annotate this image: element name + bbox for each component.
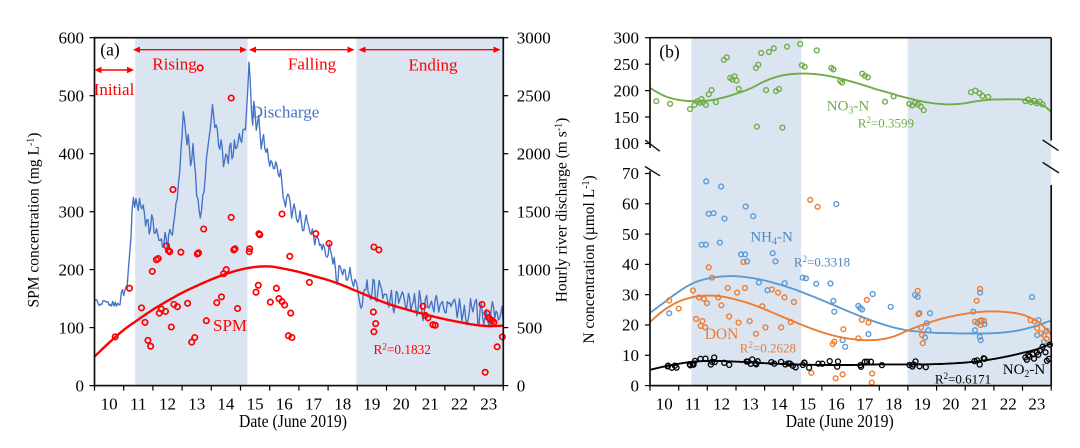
svg-text:40: 40 — [622, 255, 639, 274]
svg-text:20: 20 — [622, 316, 639, 335]
svg-text:600: 600 — [59, 28, 85, 47]
svg-text:23: 23 — [480, 395, 497, 414]
svg-text:50: 50 — [622, 225, 639, 244]
svg-text:21: 21 — [971, 395, 988, 414]
svg-text:NO3-N: NO3-N — [827, 99, 870, 117]
svg-text:19: 19 — [363, 395, 380, 414]
svg-text:Falling: Falling — [288, 55, 337, 74]
svg-text:150: 150 — [614, 108, 640, 127]
svg-text:14: 14 — [217, 395, 235, 414]
svg-text:11: 11 — [685, 395, 701, 414]
svg-text:500: 500 — [517, 318, 543, 337]
svg-text:R2=0.2628: R2=0.2628 — [740, 340, 796, 356]
svg-text:200: 200 — [59, 260, 85, 279]
svg-text:14: 14 — [771, 395, 789, 414]
svg-text:R2=0.3318: R2=0.3318 — [794, 254, 850, 270]
svg-text:20: 20 — [942, 395, 959, 414]
svg-text:15: 15 — [247, 395, 264, 414]
svg-text:NO2-N: NO2-N — [1003, 362, 1046, 380]
svg-text:Date (June 2019): Date (June 2019) — [239, 411, 347, 431]
svg-text:2500: 2500 — [517, 86, 551, 105]
svg-text:23: 23 — [1028, 395, 1045, 414]
svg-text:11: 11 — [130, 395, 146, 414]
svg-text:SPM: SPM — [213, 316, 247, 335]
svg-text:22: 22 — [1000, 395, 1017, 414]
svg-text:3000: 3000 — [517, 28, 551, 47]
svg-text:200: 200 — [614, 81, 640, 100]
svg-text:12: 12 — [713, 395, 730, 414]
svg-text:22: 22 — [451, 395, 468, 414]
svg-text:N concentration (µmol L-1): N concentration (µmol L-1) — [581, 175, 598, 343]
svg-text:500: 500 — [59, 86, 85, 105]
svg-text:Date (June 2019): Date (June 2019) — [786, 411, 894, 431]
svg-text:Initial: Initial — [94, 80, 135, 99]
svg-text:17: 17 — [305, 395, 323, 414]
svg-text:Hourly river discharge (m s-1: Hourly river discharge (m s-1) — [554, 118, 571, 303]
svg-text:R2=0.1832: R2=0.1832 — [374, 341, 431, 357]
svg-text:NH4-N: NH4-N — [750, 230, 793, 248]
svg-text:60: 60 — [622, 195, 639, 214]
svg-text:19: 19 — [914, 395, 931, 414]
svg-text:250: 250 — [614, 55, 640, 74]
svg-text:0: 0 — [76, 376, 85, 395]
svg-text:18: 18 — [334, 395, 351, 414]
svg-text:R2=0.6171: R2=0.6171 — [935, 371, 991, 387]
svg-text:20: 20 — [393, 395, 410, 414]
svg-text:R2=0.3599: R2=0.3599 — [858, 115, 914, 131]
svg-text:18: 18 — [885, 395, 902, 414]
svg-text:Rising: Rising — [152, 55, 197, 74]
svg-text:Discharge: Discharge — [251, 103, 320, 122]
svg-text:30: 30 — [622, 285, 639, 304]
svg-text:15: 15 — [799, 395, 816, 414]
svg-text:10: 10 — [622, 346, 639, 365]
svg-text:1000: 1000 — [517, 260, 551, 279]
svg-text:70: 70 — [622, 164, 639, 183]
svg-text:16: 16 — [276, 395, 293, 414]
svg-text:17: 17 — [856, 395, 874, 414]
svg-text:1500: 1500 — [517, 202, 551, 221]
svg-text:10: 10 — [101, 395, 118, 414]
svg-text:0: 0 — [517, 376, 526, 395]
svg-text:DON: DON — [705, 326, 739, 343]
svg-text:(b): (b) — [659, 42, 680, 62]
svg-text:12: 12 — [159, 395, 176, 414]
svg-text:SPM concentration (mg L-1): SPM concentration (mg L-1) — [26, 133, 43, 308]
svg-text:Ending: Ending — [408, 56, 458, 75]
svg-text:(a): (a) — [100, 40, 120, 60]
svg-text:13: 13 — [742, 395, 759, 414]
svg-text:0: 0 — [631, 376, 640, 395]
svg-text:16: 16 — [828, 395, 845, 414]
svg-text:400: 400 — [59, 144, 85, 163]
svg-text:2000: 2000 — [517, 144, 551, 163]
svg-text:10: 10 — [656, 395, 673, 414]
svg-text:100: 100 — [614, 134, 640, 153]
svg-text:13: 13 — [188, 395, 205, 414]
svg-text:21: 21 — [422, 395, 439, 414]
svg-text:300: 300 — [59, 202, 85, 221]
svg-text:100: 100 — [59, 318, 85, 337]
svg-text:300: 300 — [614, 28, 640, 47]
